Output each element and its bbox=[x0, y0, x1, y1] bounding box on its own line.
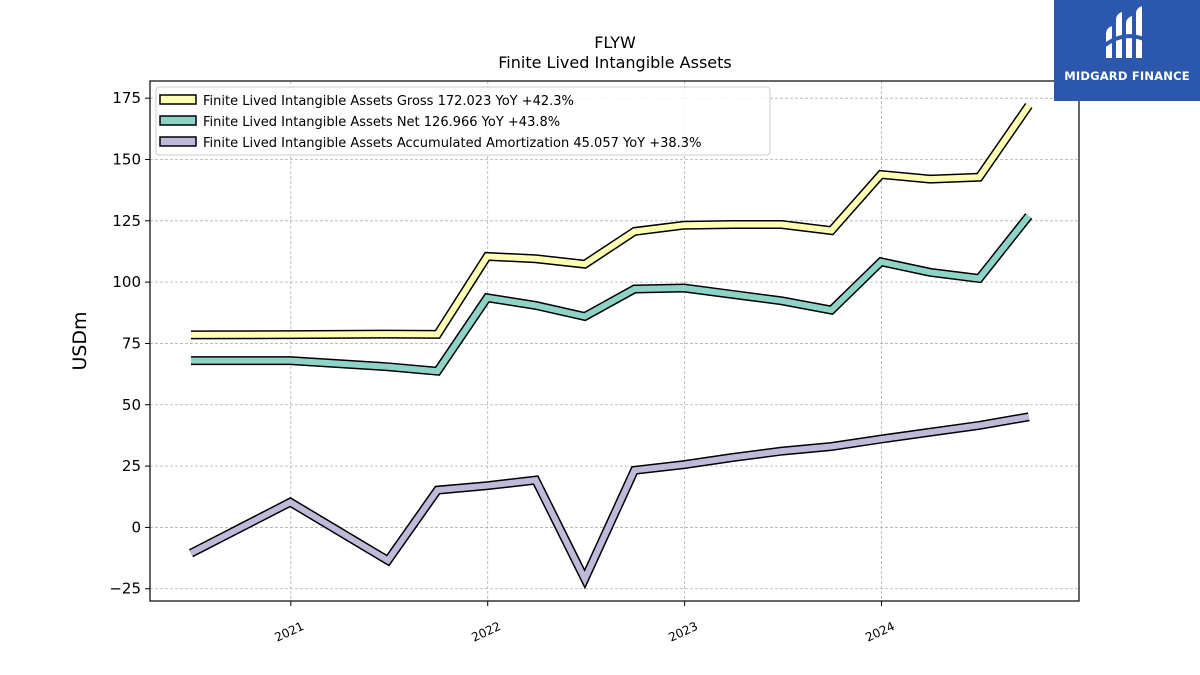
y-tick-label: 100 bbox=[112, 273, 141, 291]
y-tick-label: 150 bbox=[112, 150, 141, 168]
brand-mark-icon bbox=[1102, 6, 1147, 58]
x-tick-label: 2024 bbox=[863, 619, 897, 645]
series-outline-2 bbox=[188, 412, 1030, 590]
chart-subtitle: Finite Lived Intangible Assets bbox=[498, 53, 731, 72]
x-tick-label: 2021 bbox=[272, 619, 306, 645]
chart-title: FLYW bbox=[594, 33, 636, 52]
legend-entry-gross: Finite Lived Intangible Assets Gross 172… bbox=[159, 94, 574, 109]
y-tick-label: 0 bbox=[131, 518, 141, 536]
legend-entry-amortization: Finite Lived Intangible Assets Accumulat… bbox=[159, 136, 701, 151]
brand-logo: MIDGARD FINANCE bbox=[1054, 0, 1200, 101]
y-axis: −25 0 25 50 75 100 125 150 175 bbox=[109, 89, 150, 598]
legend-box bbox=[155, 86, 771, 156]
y-tick-label: −25 bbox=[109, 580, 141, 598]
series-line-1 bbox=[191, 214, 1032, 375]
legend-swatch-gross bbox=[159, 94, 197, 105]
legend-label-net: Finite Lived Intangible Assets Net 126.9… bbox=[203, 115, 560, 130]
series-line-2 bbox=[189, 413, 1030, 586]
y-tick-label: 50 bbox=[122, 396, 141, 414]
legend-swatch-amortization bbox=[159, 136, 197, 147]
x-tick-label: 2023 bbox=[666, 619, 700, 645]
legend: Finite Lived Intangible Assets Gross 172… bbox=[155, 86, 771, 156]
brand-name: MIDGARD FINANCE bbox=[1064, 69, 1190, 83]
grid-lines bbox=[150, 81, 1079, 601]
y-tick-label: 125 bbox=[112, 212, 141, 230]
legend-label-gross: Finite Lived Intangible Assets Gross 172… bbox=[203, 94, 574, 109]
y-tick-label: 25 bbox=[122, 457, 141, 475]
plot-frame bbox=[149, 80, 1080, 602]
x-tick-label: 2022 bbox=[469, 619, 503, 645]
legend-entry-net: Finite Lived Intangible Assets Net 126.9… bbox=[159, 115, 560, 130]
series-outline-1 bbox=[191, 213, 1033, 376]
y-tick-label: 175 bbox=[112, 89, 141, 107]
legend-label-amortization: Finite Lived Intangible Assets Accumulat… bbox=[203, 136, 701, 151]
x-axis: 2021 2022 2023 2024 bbox=[272, 601, 897, 645]
y-axis-label: USDm bbox=[69, 311, 91, 370]
legend-swatch-net bbox=[159, 115, 197, 126]
series-line-0 bbox=[190, 103, 1032, 338]
y-tick-label: 75 bbox=[122, 334, 141, 352]
series-lines bbox=[188, 102, 1033, 590]
